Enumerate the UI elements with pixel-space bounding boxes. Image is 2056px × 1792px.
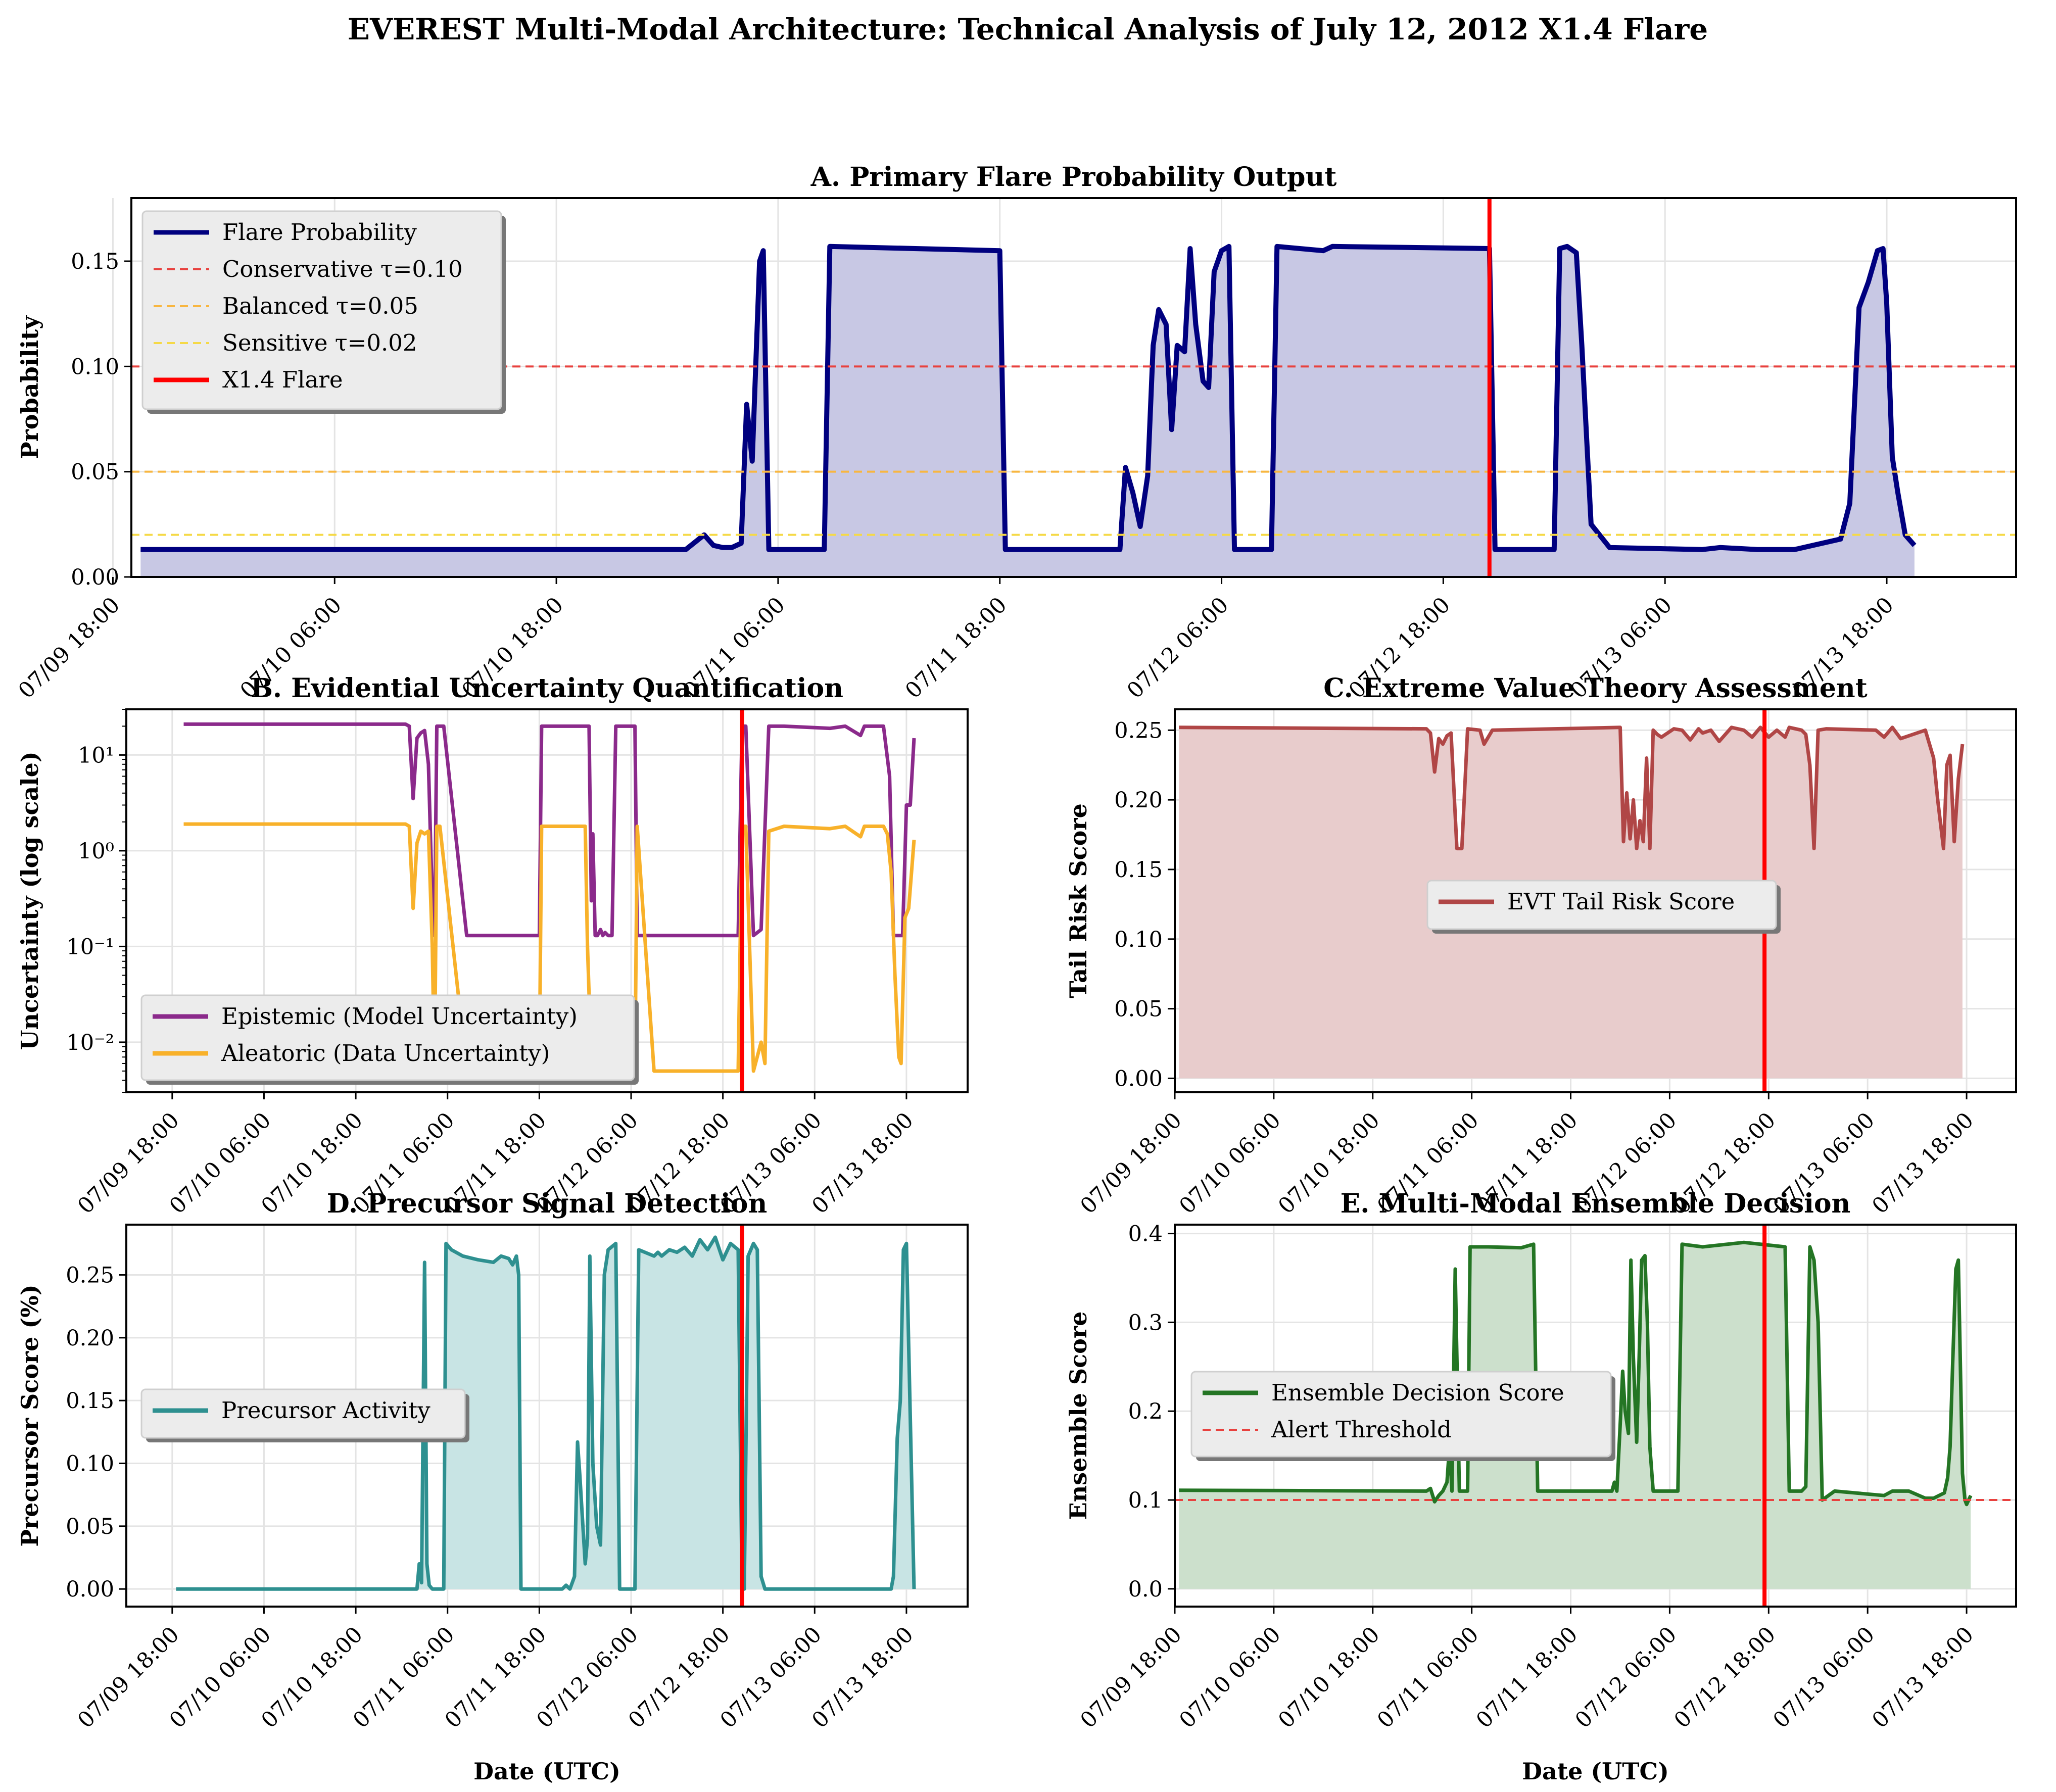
y-tick-label: 0.15 bbox=[66, 1388, 114, 1414]
y-tick-label: 0.10 bbox=[1114, 927, 1163, 952]
legend-D: Precursor Activity bbox=[140, 1388, 469, 1442]
x-tick-label: 07/09 18:00 bbox=[14, 592, 125, 703]
x-tick-label: 07/13 18:00 bbox=[1868, 1107, 1979, 1219]
series-fill-E-0 bbox=[1179, 1242, 1971, 1589]
x-tick-label: 07/09 18:00 bbox=[1076, 1107, 1187, 1219]
legend-box bbox=[141, 210, 502, 410]
y-tick-label: 0.2 bbox=[1128, 1399, 1163, 1424]
panel-C: 0.00 0.05 0.10 0.15 0.20 0.25 07/09 18:0007/10… bbox=[1065, 673, 2017, 1219]
legend-label: Flare Probability bbox=[222, 219, 417, 246]
y-tick-label: 0.00 bbox=[71, 565, 119, 590]
series-line-A-0 bbox=[140, 244, 1917, 552]
y-tick-label: 0.20 bbox=[1114, 788, 1163, 813]
x-tick-label: 07/11 18:00 bbox=[1471, 1622, 1583, 1733]
y-tick-label: 0.25 bbox=[1114, 718, 1163, 743]
y-tick-label: 0.10 bbox=[71, 354, 119, 379]
plot-area-D bbox=[176, 1225, 916, 1607]
plot-area-A bbox=[131, 198, 2016, 577]
y-tick-label: 10⁰ bbox=[78, 839, 114, 864]
y-tick-label: 10⁻² bbox=[66, 1030, 114, 1055]
legend-label: EVT Tail Risk Score bbox=[1507, 888, 1735, 915]
legend-C: EVT Tail Risk Score bbox=[1426, 880, 1781, 934]
legend-label: Conservative τ=0.10 bbox=[222, 256, 463, 282]
panel-title-C: C. Extreme Value Theory Assessment bbox=[1323, 673, 1868, 704]
axes-frame-A bbox=[130, 197, 2017, 578]
y-tick-label: 0.15 bbox=[71, 249, 119, 274]
y-axis-label-A: Probability bbox=[16, 315, 43, 459]
plot-area-E bbox=[1175, 1225, 2016, 1607]
axes-frame-C bbox=[1174, 708, 2017, 1093]
legend-E: Ensemble Decision Score Alert Threshold bbox=[1190, 1371, 1615, 1461]
legend-label: Alert Threshold bbox=[1271, 1416, 1452, 1443]
x-tick-label: 07/13 18:00 bbox=[1868, 1622, 1979, 1733]
y-axis-label-B: Uncertainty (log scale) bbox=[16, 751, 43, 1050]
panel-title-A: A. Primary Flare Probability Output bbox=[810, 162, 1337, 192]
figure-title: EVEREST Multi-Modal Architecture: Techni… bbox=[348, 12, 1708, 46]
y-tick-label: 0.20 bbox=[66, 1326, 114, 1351]
axes-frame-D bbox=[125, 1224, 969, 1608]
legend-box bbox=[1190, 1371, 1612, 1458]
y-tick-label: 0.1 bbox=[1128, 1488, 1163, 1513]
panel-title-E: E. Multi-Modal Ensemble Decision bbox=[1341, 1188, 1851, 1219]
panel-title-D: D. Precursor Signal Detection bbox=[327, 1188, 768, 1219]
y-tick-label: 0.4 bbox=[1128, 1222, 1163, 1247]
series-line-D-0 bbox=[176, 1235, 916, 1591]
x-tick-label: 07/11 06:00 bbox=[1372, 1622, 1484, 1733]
y-tick-label: 0.00 bbox=[66, 1577, 114, 1602]
legend-label: Balanced τ=0.05 bbox=[222, 293, 418, 319]
x-tick-label: 07/12 06:00 bbox=[1122, 592, 1233, 703]
x-tick-label: 07/12 06:00 bbox=[1570, 1622, 1682, 1733]
legend-label: Precursor Activity bbox=[221, 1397, 431, 1424]
y-tick-label: 0.0 bbox=[1128, 1577, 1163, 1602]
y-tick-label: 10⁻¹ bbox=[66, 934, 114, 959]
y-tick-label: 0.15 bbox=[1114, 857, 1163, 883]
legend-label: Sensitive τ=0.02 bbox=[222, 329, 417, 356]
x-axis-label-D: Date (UTC) bbox=[473, 1758, 620, 1785]
series-line-E-0 bbox=[1179, 1240, 1973, 1507]
y-tick-label: 0.05 bbox=[1114, 997, 1163, 1022]
series-line-B-0 bbox=[183, 722, 916, 938]
x-tick-label: 07/10 06:00 bbox=[1174, 1107, 1285, 1219]
y-tick-label: 0.3 bbox=[1128, 1310, 1163, 1335]
legend-label: X1.4 Flare bbox=[222, 366, 343, 393]
y-axis-label-E: Ensemble Score bbox=[1065, 1312, 1092, 1520]
x-tick-label: 07/13 06:00 bbox=[1768, 1622, 1880, 1733]
y-tick-label: 0.25 bbox=[66, 1263, 114, 1288]
y-axis-label-C: Tail Risk Score bbox=[1065, 803, 1092, 998]
series-fill-A-0 bbox=[140, 246, 1915, 577]
axes-frame-E bbox=[1174, 1224, 2017, 1608]
legend-box bbox=[1426, 880, 1777, 930]
series-line-C-0 bbox=[1179, 725, 1965, 851]
y-tick-label: 0.05 bbox=[66, 1514, 114, 1539]
legend-box bbox=[140, 994, 635, 1081]
legend-label: Epistemic (Model Uncertainty) bbox=[221, 1003, 578, 1030]
y-axis-label-D: Precursor Score (%) bbox=[16, 1284, 43, 1546]
y-tick-label: 10¹ bbox=[78, 743, 114, 768]
y-tick-label: 0.05 bbox=[71, 460, 119, 485]
legend-A: Flare Probability Conservative τ=0.10 Bala… bbox=[141, 210, 506, 414]
y-tick-label: 0.00 bbox=[1114, 1066, 1163, 1091]
x-axis-label-E: Date (UTC) bbox=[1522, 1758, 1669, 1785]
x-tick-label: 07/12 18:00 bbox=[1669, 1622, 1781, 1733]
x-tick-label: 07/10 18:00 bbox=[1273, 1622, 1384, 1733]
panel-title-B: B. Evidential Uncertainty Quantification bbox=[251, 673, 843, 704]
x-tick-label: 07/10 06:00 bbox=[1174, 1622, 1285, 1733]
x-tick-label: 07/11 18:00 bbox=[900, 592, 1012, 703]
legend-B: Epistemic (Model Uncertainty) Aleatoric (… bbox=[140, 994, 639, 1085]
x-tick-label: 07/09 18:00 bbox=[1076, 1622, 1187, 1733]
y-tick-label: 0.10 bbox=[66, 1451, 114, 1477]
series-fill-D-0 bbox=[176, 1237, 914, 1589]
legend-label: Aleatoric (Data Uncertainty) bbox=[221, 1040, 550, 1067]
legend-label: Ensemble Decision Score bbox=[1271, 1379, 1564, 1406]
legend-box bbox=[140, 1388, 466, 1439]
